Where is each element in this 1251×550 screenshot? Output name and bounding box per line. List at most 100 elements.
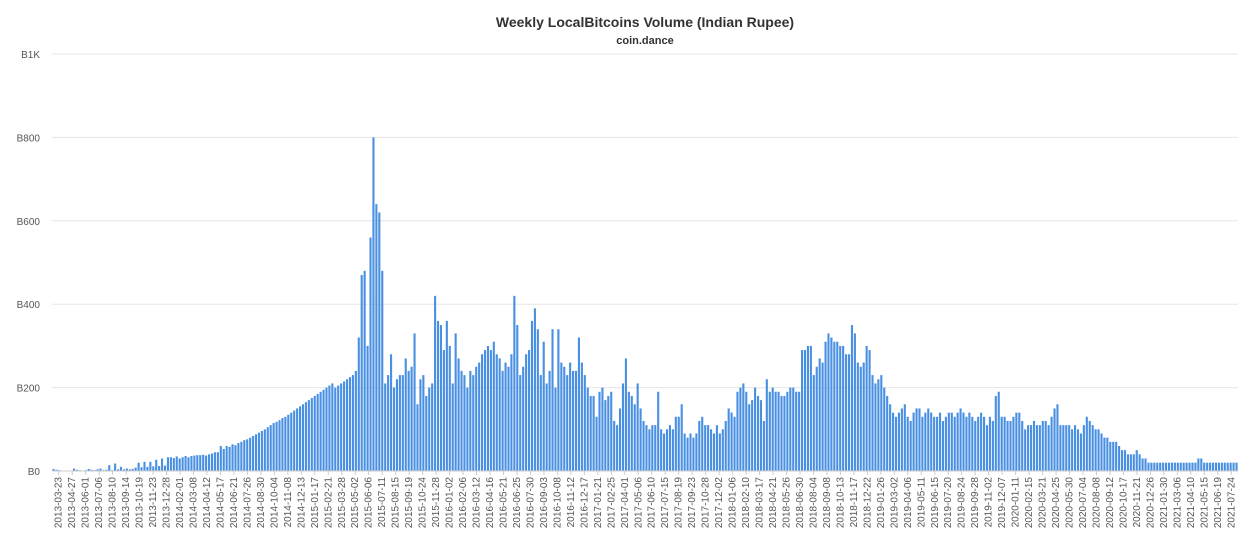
volume-bar xyxy=(1082,425,1085,471)
volume-bar xyxy=(75,469,79,471)
volume-bar xyxy=(131,468,134,471)
volume-bar xyxy=(618,408,622,471)
volume-bar xyxy=(263,429,266,471)
x-tick-label: 2017-02-25 xyxy=(606,477,617,529)
volume-bar xyxy=(243,440,246,471)
volume-bar xyxy=(425,395,428,471)
volume-bar xyxy=(921,416,924,471)
volume-bar xyxy=(328,385,331,471)
volume-bar xyxy=(448,345,451,471)
volume-bar xyxy=(1141,458,1144,471)
volume-bar xyxy=(980,412,983,471)
volume-bar xyxy=(240,441,243,471)
volume-bar xyxy=(304,402,307,471)
volume-bar xyxy=(322,389,325,471)
volume-bar xyxy=(231,444,234,471)
volume-bar xyxy=(721,429,724,471)
volume-bar xyxy=(974,420,977,471)
volume-bar xyxy=(604,400,607,471)
volume-bar xyxy=(554,387,557,471)
x-tick-label: 2021-01-30 xyxy=(1159,477,1170,529)
volume-bar xyxy=(815,366,818,471)
volume-bar xyxy=(495,354,498,471)
x-tick-label: 2018-02-10 xyxy=(741,477,752,529)
volume-bar xyxy=(351,375,354,471)
volume-bar xyxy=(466,387,469,471)
x-tick-label: 2013-08-10 xyxy=(108,477,119,529)
x-tick-label: 2015-06-06 xyxy=(364,477,375,529)
volume-bar xyxy=(1138,454,1141,471)
volume-bar xyxy=(892,412,895,471)
volume-bar xyxy=(739,387,742,471)
volume-bar xyxy=(1068,425,1071,471)
volume-bar xyxy=(210,453,214,471)
volume-bar xyxy=(988,416,991,471)
volume-bar xyxy=(1035,425,1038,471)
volume-bar xyxy=(1150,462,1153,471)
volume-bar xyxy=(392,387,396,471)
volume-bar xyxy=(1232,462,1235,471)
volume-bar xyxy=(941,420,945,471)
volume-bar xyxy=(777,391,780,471)
volume-bar xyxy=(1065,425,1068,471)
volume-bar xyxy=(1159,462,1162,471)
volume-bar xyxy=(572,370,575,471)
volume-bar xyxy=(871,375,874,471)
x-tick-label: 2018-04-21 xyxy=(768,477,779,529)
volume-bar xyxy=(419,379,422,471)
volume-bar xyxy=(1182,462,1185,471)
volume-bar xyxy=(627,391,630,471)
x-tick-label: 2020-10-17 xyxy=(1118,477,1129,529)
volume-bar xyxy=(489,350,492,471)
volume-bar xyxy=(1120,450,1124,471)
volume-bar xyxy=(181,457,184,471)
x-tick-label: 2016-12-17 xyxy=(579,477,590,529)
volume-bar xyxy=(959,408,962,471)
volume-bar xyxy=(671,429,674,471)
volume-bar xyxy=(710,429,713,471)
volume-bar xyxy=(301,404,305,471)
volume-bar xyxy=(354,370,357,471)
volume-bar xyxy=(1006,420,1009,471)
volume-bar xyxy=(1024,429,1027,471)
x-tick-label: 2016-07-30 xyxy=(525,477,536,529)
x-tick-label: 2020-12-26 xyxy=(1145,477,1156,529)
volume-bar xyxy=(404,358,407,471)
volume-bar xyxy=(792,387,795,471)
x-axis: 2013-03-23 2013-04-27 2013-06-01 2013-07-06… xyxy=(54,471,1237,529)
volume-bar xyxy=(577,337,580,471)
volume-bar xyxy=(956,412,959,471)
x-tick-label: 2020-07-04 xyxy=(1078,477,1089,529)
volume-bar xyxy=(616,425,619,471)
volume-bar xyxy=(1088,420,1091,471)
volume-bar xyxy=(1173,462,1176,471)
volume-bar xyxy=(137,462,140,471)
volume-bar xyxy=(1106,437,1109,471)
volume-bar xyxy=(595,416,598,471)
volume-bar xyxy=(122,469,125,471)
volume-bar xyxy=(478,362,481,471)
volume-bar xyxy=(345,379,349,471)
volume-bar xyxy=(178,458,181,471)
volume-bar xyxy=(158,466,161,471)
volume-bar xyxy=(1091,425,1094,471)
volume-bar xyxy=(1062,425,1065,471)
volume-bar xyxy=(381,270,384,471)
volume-bar xyxy=(1100,433,1103,471)
volume-bar xyxy=(99,468,102,471)
volume-bar xyxy=(563,366,566,471)
volume-bar xyxy=(175,456,178,471)
volume-bar xyxy=(1156,462,1159,471)
volume-bar xyxy=(727,408,730,471)
volume-bar xyxy=(856,362,859,471)
volume-bar xyxy=(947,412,950,471)
volume-bar xyxy=(337,385,340,471)
volume-bar xyxy=(971,416,974,471)
volume-bar xyxy=(985,425,989,471)
volume-bar xyxy=(894,416,898,471)
volume-bar xyxy=(698,420,701,471)
y-tick-label: B200 xyxy=(17,384,41,395)
x-tick-label: 2017-05-06 xyxy=(633,477,644,529)
volume-bar xyxy=(522,366,525,471)
volume-bar xyxy=(152,466,155,471)
